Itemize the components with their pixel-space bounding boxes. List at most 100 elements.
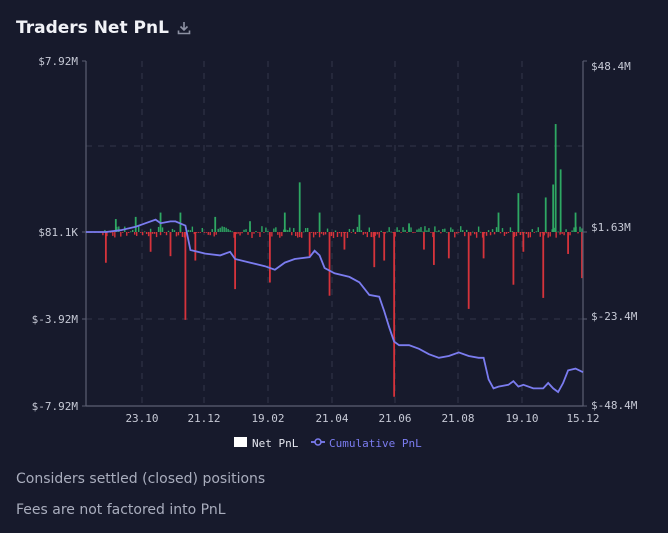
net-pnl-bar <box>217 228 219 232</box>
net-pnl-bar <box>521 232 524 234</box>
net-pnl-bar <box>386 231 388 233</box>
net-pnl-bar <box>299 232 301 238</box>
net-pnl-bar <box>418 228 420 232</box>
net-pnl-bar <box>275 227 277 232</box>
net-pnl-bar <box>446 231 448 233</box>
net-pnl-bar <box>263 232 265 233</box>
net-pnl-bar <box>545 232 547 234</box>
chart-header: Traders Net PnL <box>16 18 191 38</box>
net-pnl-bar <box>141 232 144 236</box>
net-pnl-bar <box>114 219 117 232</box>
net-pnl-bar <box>454 232 456 238</box>
net-pnl-bar <box>410 227 412 232</box>
net-pnl-bar <box>175 232 178 237</box>
net-pnl-bar <box>257 232 259 233</box>
y-right-tick-label: $1.63M <box>591 221 631 234</box>
net-pnl-bar <box>326 228 329 232</box>
net-pnl-bar <box>499 232 502 234</box>
net-pnl-bar <box>374 232 376 236</box>
net-pnl-bar <box>416 229 418 232</box>
net-pnl-bar <box>354 232 357 234</box>
net-pnl-bar <box>569 232 571 236</box>
net-pnl-bar <box>344 232 347 234</box>
net-pnl-bar <box>565 229 567 232</box>
net-pnl-bar <box>487 230 490 232</box>
net-pnl-bar <box>145 232 148 235</box>
net-pnl-bar <box>265 227 267 232</box>
net-pnl-bar <box>336 232 339 237</box>
net-pnl-bar <box>485 232 488 236</box>
net-pnl-bar <box>193 232 196 235</box>
net-pnl-bar <box>211 229 213 232</box>
net-pnl-bar <box>191 226 194 232</box>
net-pnl-bar <box>581 232 583 279</box>
net-pnl-bar <box>277 232 279 235</box>
net-pnl-bar <box>243 229 245 232</box>
net-pnl-bar <box>574 212 577 232</box>
net-pnl-bar <box>189 230 192 232</box>
net-pnl-bar <box>340 232 343 237</box>
net-pnl-bar <box>503 232 506 236</box>
net-pnl-bar <box>197 232 200 233</box>
net-pnl-bar <box>268 232 271 283</box>
net-pnl-bar <box>507 232 510 234</box>
net-pnl-bar <box>400 232 402 233</box>
net-pnl-bar <box>450 227 452 232</box>
axes <box>82 60 587 407</box>
net-pnl-bar <box>362 232 365 235</box>
net-pnl-bar <box>322 232 325 236</box>
net-pnl-bar <box>324 232 327 235</box>
net-pnl-bar <box>393 232 396 397</box>
net-pnl-bar <box>541 232 543 234</box>
net-pnl-bar <box>423 232 425 250</box>
net-pnl-bar <box>473 232 476 235</box>
net-pnl-bar <box>529 232 532 238</box>
net-pnl-bar <box>343 232 346 250</box>
legend-cumulative-marker <box>314 438 322 446</box>
net-pnl-bar <box>215 232 217 235</box>
net-pnl-bar <box>436 231 438 233</box>
net-pnl-bar <box>424 226 426 232</box>
download-icon[interactable] <box>177 21 191 35</box>
net-pnl-bar <box>360 230 363 232</box>
net-pnl-bar <box>314 232 317 235</box>
net-pnl-bar <box>544 197 547 232</box>
net-pnl-bar <box>577 232 579 234</box>
net-pnl-bar <box>346 232 349 238</box>
net-pnl-bar <box>293 228 295 232</box>
net-pnl-bar <box>358 214 361 232</box>
net-pnl-bar <box>229 230 231 232</box>
net-pnl-bar <box>398 230 400 232</box>
net-pnl-bar <box>396 227 398 232</box>
net-pnl-bar <box>522 232 525 252</box>
net-pnl-bar <box>149 228 152 232</box>
net-pnl-bar <box>366 232 368 238</box>
net-pnl-bar <box>194 232 197 261</box>
x-tick-label: 21.12 <box>187 412 220 425</box>
net-pnl-bar <box>525 232 528 235</box>
net-pnl-bar <box>537 227 539 232</box>
net-pnl-bar <box>511 231 514 232</box>
cumulative-pnl-line <box>86 218 584 394</box>
legend-net-pnl-label: Net PnL <box>252 437 299 450</box>
x-tick-label: 15.12 <box>566 412 599 425</box>
net-pnl-bar <box>458 232 460 233</box>
net-pnl-bar <box>291 232 293 236</box>
net-pnl-bar <box>370 232 372 238</box>
net-pnl-bar <box>295 232 297 237</box>
net-pnl-bar <box>515 232 518 237</box>
net-pnl-bar <box>531 229 534 232</box>
net-pnl-bar <box>501 228 504 232</box>
net-pnl-bar <box>523 231 526 233</box>
net-pnl-bar <box>382 232 384 233</box>
tick-labels: $7.92M $81.1K $-3.92M $-7.92M $48.4M $1.63M $-… <box>32 55 638 425</box>
net-pnl-bar <box>433 232 435 265</box>
net-pnl-bar <box>310 232 313 233</box>
net-pnl-bar <box>471 231 474 233</box>
net-pnl-bar <box>383 232 386 261</box>
net-pnl-bar <box>402 227 404 232</box>
net-pnl-bar <box>426 230 428 232</box>
x-tick-label: 21.08 <box>441 412 474 425</box>
net-pnl-bar <box>406 232 408 233</box>
